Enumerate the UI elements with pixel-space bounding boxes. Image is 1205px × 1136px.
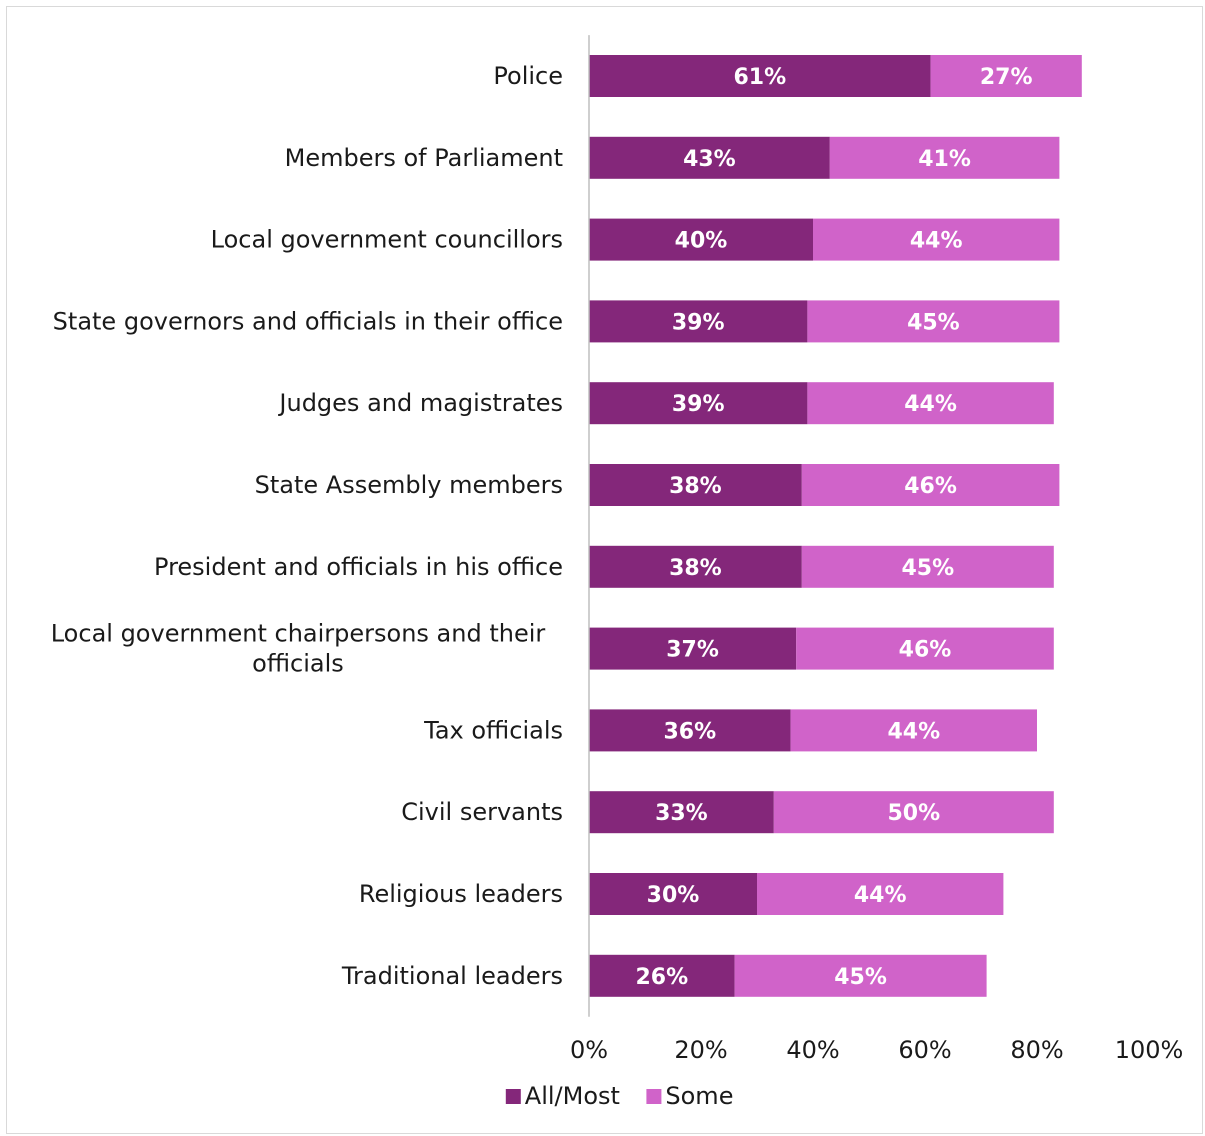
bar-all-most-tax-officials <box>589 709 791 752</box>
data-label-some-members-of-parliament: 41% <box>918 147 971 172</box>
bar-all-most-traditional-leaders <box>589 954 735 997</box>
data-label-all-most-religious-leaders: 30% <box>647 883 700 908</box>
data-label-some-civil-servants: 50% <box>887 801 940 826</box>
data-label-some-president-and-officials-in-his-office: 45% <box>901 556 954 581</box>
bar-some-state-governors-and-officials-in-their-office <box>807 300 1060 343</box>
data-label-all-most-traditional-leaders: 26% <box>635 965 688 990</box>
legend-label-all-most: All/Most <box>525 1082 620 1110</box>
bar-some-local-government-councillors <box>813 218 1060 261</box>
data-label-some-tax-officials: 44% <box>887 719 940 744</box>
x-tick-label: 100% <box>1115 1036 1184 1064</box>
legend-label-some: Some <box>665 1082 733 1110</box>
bar-all-most-members-of-parliament <box>589 136 830 179</box>
category-label-local-government-councillors: Local government councillors <box>211 226 563 254</box>
data-label-all-most-state-assembly-members: 38% <box>669 474 722 499</box>
data-label-some-local-government-councillors: 44% <box>910 229 963 254</box>
bar-all-most-police <box>589 55 931 97</box>
bar-some-police <box>930 55 1082 97</box>
bar-some-religious-leaders <box>757 873 1004 915</box>
data-label-some-state-governors-and-officials-in-their-office: 45% <box>907 310 960 335</box>
bar-all-most-state-governors-and-officials-in-their-office <box>589 300 808 343</box>
legend: All/Most Some <box>505 1082 733 1110</box>
category-label-religious-leaders: Religious leaders <box>359 880 563 908</box>
category-label-civil-servants: Civil servants <box>401 798 563 826</box>
category-label-traditional-leaders: Traditional leaders <box>341 962 563 990</box>
data-label-some-state-assembly-members: 46% <box>904 474 957 499</box>
bar-all-most-judges-and-magistrates <box>589 382 808 425</box>
legend-swatch-all-most <box>505 1089 521 1104</box>
bar-some-members-of-parliament <box>829 136 1060 179</box>
category-label-president-and-officials-in-his-office: President and officials in his office <box>154 553 563 581</box>
category-label-police: Police <box>493 62 563 90</box>
bar-some-civil-servants <box>773 791 1054 834</box>
data-label-all-most-local-government-councillors: 40% <box>675 229 728 254</box>
x-tick-label: 0% <box>570 1036 608 1064</box>
category-label-local-government-chairpersons-and-their-officials: Local government chairpersons and their o… <box>51 620 546 678</box>
bar-some-traditional-leaders <box>734 954 987 997</box>
x-tick-label: 80% <box>1010 1036 1063 1064</box>
bar-some-local-government-chairpersons-and-their-officials <box>796 627 1054 670</box>
bar-all-most-civil-servants <box>589 791 774 834</box>
bar-all-most-state-assembly-members <box>589 464 802 506</box>
bar-some-judges-and-magistrates <box>807 382 1054 425</box>
legend-swatch-some <box>646 1089 662 1104</box>
data-label-all-most-tax-officials: 36% <box>663 719 716 744</box>
bars-layer: 61% 27% 43% 41% 40% 44% 39% 45% 39% 44% 38% 46% 38% 4… <box>589 55 1082 997</box>
data-label-all-most-judges-and-magistrates: 39% <box>672 392 725 417</box>
bar-all-most-religious-leaders <box>589 873 757 915</box>
x-axis-ticks: 0% 20% 40% 60% 80% 100% <box>570 1036 1183 1064</box>
data-label-all-most-police: 61% <box>733 65 786 90</box>
data-label-all-most-civil-servants: 33% <box>655 801 708 826</box>
category-labels: Police Members of Parliament Local governm… <box>51 62 563 990</box>
bar-all-most-president-and-officials-in-his-office <box>589 545 802 588</box>
bar-all-most-local-government-chairpersons-and-their-officials <box>589 627 797 670</box>
data-label-all-most-local-government-chairpersons-and-their-officials: 37% <box>666 638 719 663</box>
data-label-some-religious-leaders: 44% <box>854 883 907 908</box>
category-label-judges-and-magistrates: Judges and magistrates <box>277 389 563 417</box>
bar-some-tax-officials <box>790 709 1037 752</box>
bar-all-most-local-government-councillors <box>589 218 813 261</box>
data-label-some-judges-and-magistrates: 44% <box>904 392 957 417</box>
data-label-some-local-government-chairpersons-and-their-officials: 46% <box>899 638 952 663</box>
category-label-tax-officials: Tax officials <box>423 716 563 744</box>
bar-some-president-and-officials-in-his-office <box>801 545 1054 588</box>
category-label-state-assembly-members: State Assembly members <box>255 471 563 499</box>
data-label-all-most-members-of-parliament: 43% <box>683 147 736 172</box>
data-label-some-police: 27% <box>980 65 1033 90</box>
data-label-all-most-state-governors-and-officials-in-their-office: 39% <box>672 310 725 335</box>
x-tick-label: 40% <box>786 1036 839 1064</box>
x-tick-label: 60% <box>898 1036 951 1064</box>
data-label-some-traditional-leaders: 45% <box>834 965 887 990</box>
category-label-members-of-parliament: Members of Parliament <box>285 144 563 172</box>
bar-some-state-assembly-members <box>801 464 1060 506</box>
category-label-state-governors-and-officials-in-their-office: State governors and officials in their o… <box>53 307 563 335</box>
x-tick-label: 20% <box>674 1036 727 1064</box>
data-label-all-most-president-and-officials-in-his-office: 38% <box>669 556 722 581</box>
